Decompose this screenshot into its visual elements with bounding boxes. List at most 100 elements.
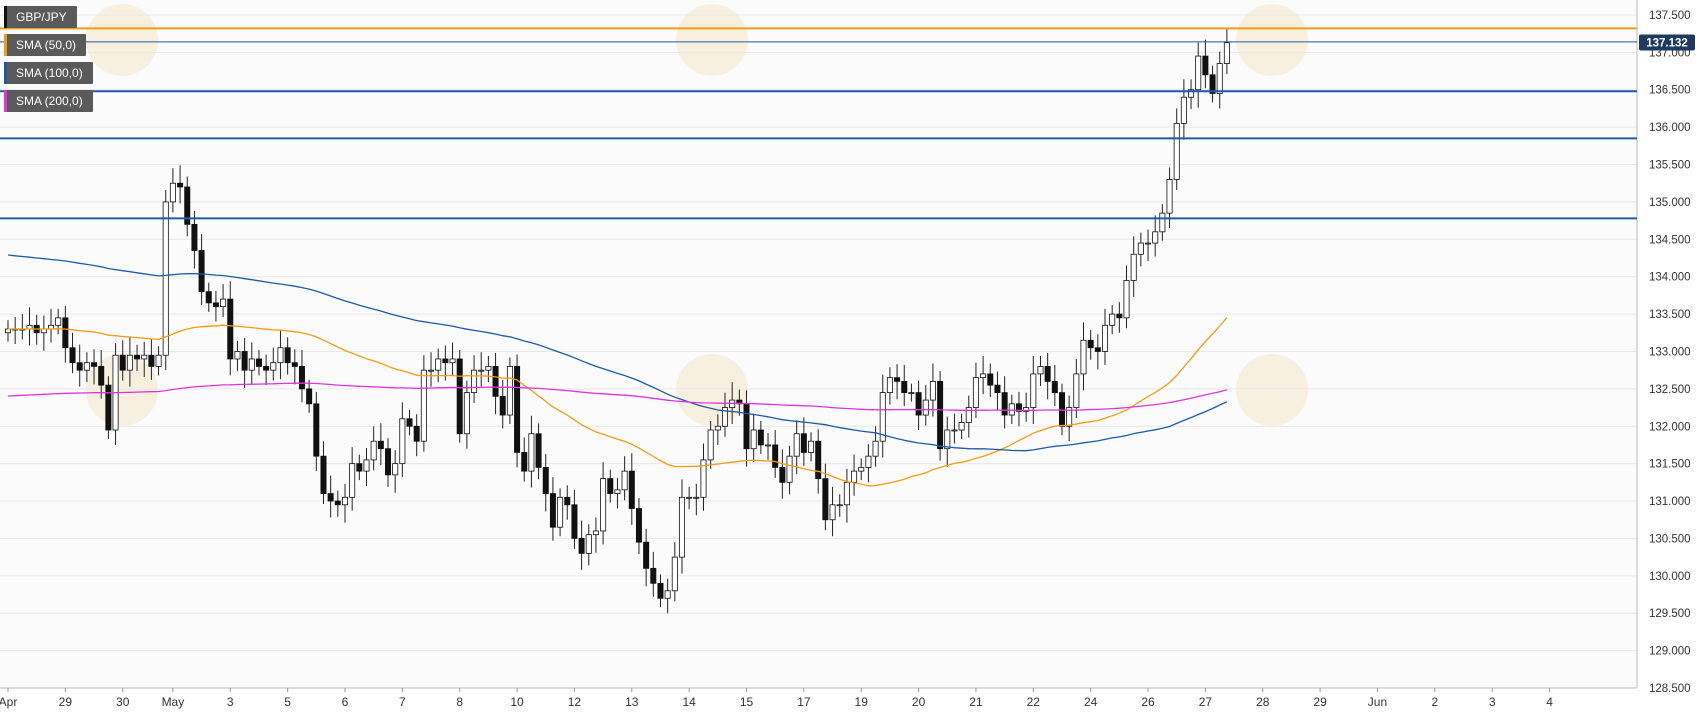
- candle[interactable]: [255, 349, 262, 376]
- candle[interactable]: [937, 370, 944, 461]
- candle[interactable]: [1102, 308, 1109, 365]
- candle[interactable]: [865, 444, 872, 483]
- candle[interactable]: [571, 489, 578, 549]
- candle[interactable]: [471, 355, 478, 404]
- candle[interactable]: [1223, 27, 1230, 75]
- candle[interactable]: [944, 416, 951, 467]
- candle[interactable]: [1137, 232, 1144, 267]
- candle[interactable]: [205, 282, 212, 312]
- candle[interactable]: [578, 520, 585, 570]
- candle[interactable]: [212, 290, 219, 322]
- candle[interactable]: [98, 349, 105, 399]
- candle[interactable]: [815, 429, 822, 494]
- candle[interactable]: [750, 413, 757, 463]
- candle[interactable]: [241, 338, 248, 389]
- candle[interactable]: [564, 485, 571, 520]
- candle[interactable]: [76, 344, 83, 387]
- candle[interactable]: [263, 354, 270, 386]
- candle[interactable]: [112, 343, 119, 445]
- candle[interactable]: [392, 450, 399, 493]
- candle[interactable]: [1123, 265, 1130, 329]
- candle[interactable]: [1073, 358, 1080, 419]
- candle[interactable]: [506, 357, 513, 425]
- candle[interactable]: [765, 432, 772, 460]
- candle[interactable]: [1116, 302, 1123, 333]
- candle[interactable]: [298, 349, 305, 403]
- candle[interactable]: [1015, 391, 1022, 427]
- candle[interactable]: [1159, 204, 1166, 241]
- candle[interactable]: [951, 413, 958, 444]
- candle[interactable]: [894, 364, 901, 400]
- candle[interactable]: [822, 463, 829, 531]
- candle[interactable]: [886, 367, 893, 405]
- candle[interactable]: [980, 355, 987, 395]
- candle[interactable]: [528, 415, 535, 488]
- candle[interactable]: [377, 423, 384, 466]
- candle[interactable]: [800, 417, 807, 466]
- candle[interactable]: [320, 441, 327, 505]
- candle[interactable]: [808, 432, 815, 462]
- candle[interactable]: [901, 364, 908, 407]
- candle[interactable]: [987, 363, 994, 398]
- candle[interactable]: [664, 578, 671, 614]
- candle[interactable]: [198, 234, 205, 306]
- candle[interactable]: [521, 437, 528, 482]
- candle[interactable]: [141, 341, 148, 377]
- candle[interactable]: [1030, 355, 1037, 425]
- candle[interactable]: [91, 349, 98, 385]
- candle[interactable]: [915, 380, 922, 430]
- candle[interactable]: [829, 486, 836, 537]
- candle[interactable]: [1202, 39, 1209, 89]
- candle[interactable]: [1023, 392, 1030, 422]
- candle[interactable]: [349, 447, 356, 511]
- candle[interactable]: [836, 494, 843, 517]
- candle[interactable]: [1058, 383, 1065, 436]
- candle[interactable]: [657, 574, 664, 608]
- candle[interactable]: [1152, 215, 1159, 257]
- candle[interactable]: [671, 542, 678, 602]
- candle[interactable]: [277, 329, 284, 380]
- legend-sma-100[interactable]: SMA (100,0): [4, 62, 93, 84]
- candle[interactable]: [1037, 355, 1044, 386]
- candle[interactable]: [1209, 65, 1216, 103]
- candle[interactable]: [169, 168, 176, 213]
- candle[interactable]: [341, 483, 348, 523]
- candle[interactable]: [270, 347, 277, 381]
- candle[interactable]: [929, 363, 936, 417]
- candle[interactable]: [722, 392, 729, 437]
- candle[interactable]: [549, 477, 556, 541]
- candle[interactable]: [757, 421, 764, 454]
- candle[interactable]: [435, 348, 442, 383]
- candle[interactable]: [994, 371, 1001, 411]
- candle[interactable]: [134, 344, 141, 371]
- legend-sma-200[interactable]: SMA (200,0): [4, 90, 93, 112]
- candle[interactable]: [327, 475, 334, 518]
- candle[interactable]: [420, 355, 427, 452]
- candle[interactable]: [535, 423, 542, 480]
- candle[interactable]: [55, 308, 62, 335]
- candle[interactable]: [291, 349, 298, 385]
- candle[interactable]: [557, 488, 564, 537]
- candle[interactable]: [1180, 79, 1187, 140]
- candle[interactable]: [779, 449, 786, 499]
- candle[interactable]: [858, 458, 865, 481]
- candle[interactable]: [972, 362, 979, 419]
- candle[interactable]: [385, 438, 392, 487]
- candle[interactable]: [227, 281, 234, 376]
- candle[interactable]: [126, 337, 133, 387]
- candle[interactable]: [908, 383, 915, 402]
- candle[interactable]: [1188, 79, 1195, 110]
- candle[interactable]: [406, 409, 413, 436]
- candle[interactable]: [879, 374, 886, 458]
- candle[interactable]: [184, 176, 191, 237]
- candle[interactable]: [356, 454, 363, 481]
- candle[interactable]: [1216, 51, 1223, 109]
- candle[interactable]: [714, 414, 721, 445]
- candle[interactable]: [428, 352, 435, 387]
- candle[interactable]: [643, 528, 650, 587]
- candle[interactable]: [628, 453, 635, 525]
- candle[interactable]: [306, 379, 313, 413]
- candle[interactable]: [463, 380, 470, 449]
- candle[interactable]: [248, 342, 255, 384]
